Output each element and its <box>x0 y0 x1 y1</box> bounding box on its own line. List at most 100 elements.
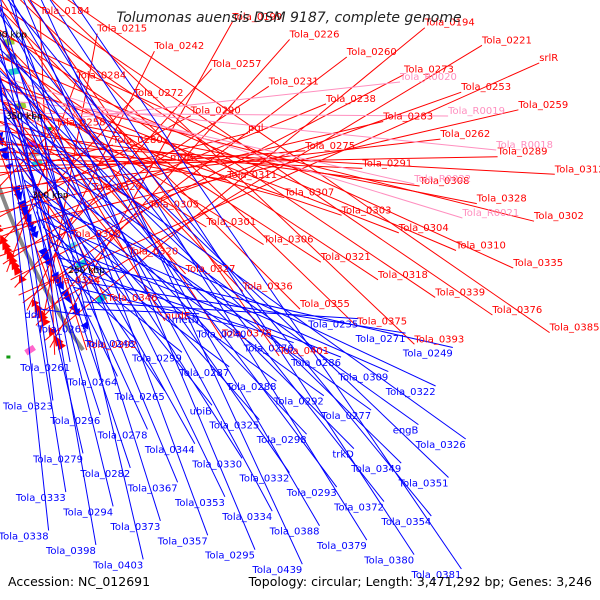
forward-gene-label: Tola_0283 <box>382 112 433 123</box>
leader-line <box>0 77 264 246</box>
reverse-gene-arrow <box>60 288 70 301</box>
reverse-gene-label: Tola_0334 <box>221 512 272 523</box>
forward-gene-label: Tola_0289 <box>497 147 548 158</box>
leader-line <box>72 0 462 570</box>
leader-line <box>49 0 415 555</box>
forward-gene-label: Tola_0346 <box>107 293 158 304</box>
forward-gene-label: Tola_0310 <box>455 241 506 252</box>
reverse-gene-arrow <box>53 276 62 286</box>
reverse-gene-label: Tola_0278 <box>97 430 148 441</box>
reverse-gene-label: engB <box>393 426 419 437</box>
reverse-gene-arrow <box>55 280 64 291</box>
leader-line <box>29 0 368 541</box>
reverse-gene-label: metN <box>172 315 199 326</box>
leader-line <box>4 114 307 435</box>
leader-line <box>0 97 134 245</box>
leader-line <box>0 75 131 469</box>
forward-gene-label: Tola_0327 <box>185 264 236 275</box>
leader-line <box>19 0 358 328</box>
reverse-gene-label: Tola_0344 <box>144 445 195 456</box>
label-leaders <box>0 0 555 570</box>
forward-gene-label: Tola_0253 <box>460 82 511 93</box>
scale-label: 250 kbp <box>68 266 105 276</box>
forward-gene-arrow <box>43 318 51 327</box>
rna-gene-label: Tola_R0022 <box>413 174 471 185</box>
forward-gene-label: Tola_0329 <box>91 182 142 193</box>
forward-gene-label: Tola_0272 <box>133 88 184 99</box>
leader-line <box>8 0 209 536</box>
leader-line <box>31 44 483 319</box>
reverse-gene-label: Tola_0287 <box>178 368 229 379</box>
forward-gene-label: Tola_0321 <box>320 252 371 263</box>
leader-line <box>0 59 290 473</box>
reverse-gene-label: Tola_0333 <box>15 493 66 504</box>
leader-line <box>0 84 67 493</box>
leader-line <box>0 5 273 512</box>
leader-line <box>0 100 207 228</box>
summary-text: Topology: circular; Length: 3,471,292 bp… <box>248 574 592 589</box>
leader-line <box>0 42 114 507</box>
forward-gene-label: Tola_0376 <box>491 305 542 316</box>
leader-line <box>0 98 129 257</box>
reverse-gene-label: Tola_0379 <box>316 541 367 552</box>
leader-line <box>12 0 144 560</box>
forward-gene-label: Tola_0308 <box>419 176 470 187</box>
leader-line <box>1 0 223 339</box>
reverse-gene-label: Tola_0288 <box>226 382 277 393</box>
forward-gene-label: Tola_0257 <box>211 59 262 70</box>
reverse-gene-label: Tola_0325 <box>208 421 259 432</box>
gene-labels: Tola_0184 Tola_0199 Tola_0194 Tola_0215 Tola… <box>0 6 600 581</box>
leader-line <box>0 36 166 322</box>
reverse-gene-arrow <box>28 225 37 234</box>
forward-gene-label: Tola_0392 <box>86 340 137 351</box>
leader-line <box>0 4 436 298</box>
reverse-gene-label: Tola_0357 <box>157 536 208 547</box>
leader-line <box>0 109 519 231</box>
leader-line <box>0 37 338 488</box>
leader-line <box>0 75 463 219</box>
gene-function-block <box>3 38 15 46</box>
reverse-gene-arrow <box>30 230 39 239</box>
forward-gene-label: Tola_0320 <box>127 246 178 257</box>
forward-gene-label: Tola_0215 <box>96 24 147 35</box>
reverse-gene-label: Tola_0338 <box>0 532 49 543</box>
gc-marker <box>47 127 52 131</box>
leader-line <box>18 163 213 406</box>
reverse-gene-label: Tola_0380 <box>363 556 414 567</box>
leader-line <box>0 132 249 195</box>
forward-gene-label: Tola_0300 <box>70 229 121 240</box>
reverse-gene-label: Tola_0249 <box>402 349 453 360</box>
leader-line <box>0 7 161 522</box>
reverse-gene-label: ubiB <box>190 406 212 417</box>
forward-gene-label: mtlR <box>170 153 193 164</box>
forward-gene-arrow <box>48 326 57 337</box>
reverse-gene-label: Tola_0235 <box>307 320 358 331</box>
leader-line <box>29 0 493 316</box>
forward-gene-label: Tola_0304 <box>398 223 449 234</box>
leader-line <box>0 31 226 498</box>
forward-gene-label: Tola_0318 <box>377 270 428 281</box>
reverse-gene-arrow <box>4 163 13 171</box>
reverse-gene-label: Tola_0261 <box>19 363 70 374</box>
forward-gene-label: Tola_0199 <box>231 12 282 23</box>
leader-line <box>0 109 477 205</box>
forward-gene-label: Tola_0262 <box>439 129 490 140</box>
forward-gene-label: Tola_0284 <box>75 71 126 82</box>
reverse-gene-label: Tola_0349 <box>350 464 401 475</box>
forward-gene-arrow <box>18 274 27 284</box>
leader-line <box>0 134 72 240</box>
forward-gene-label: Tola_0242 <box>153 41 204 52</box>
reverse-gene-label: Tola_0263 <box>36 324 87 335</box>
leader-line <box>0 150 51 286</box>
leader-line <box>0 88 415 185</box>
forward-gene-label: Tola_0311 <box>226 170 277 181</box>
leader-line <box>0 33 514 269</box>
leader-line <box>46 234 71 363</box>
forward-gene-label: Tola_0275 <box>304 141 355 152</box>
rna-gene-label: Tola_R0018 <box>495 140 553 151</box>
reverse-gene-label: Tola_0322 <box>385 387 436 398</box>
forward-gene-label: Tola_0226 <box>289 29 340 40</box>
reverse-gene-label: Tola_0354 <box>380 517 431 528</box>
leader-line <box>0 87 535 222</box>
reverse-gene-label: Tola_0294 <box>62 507 113 518</box>
